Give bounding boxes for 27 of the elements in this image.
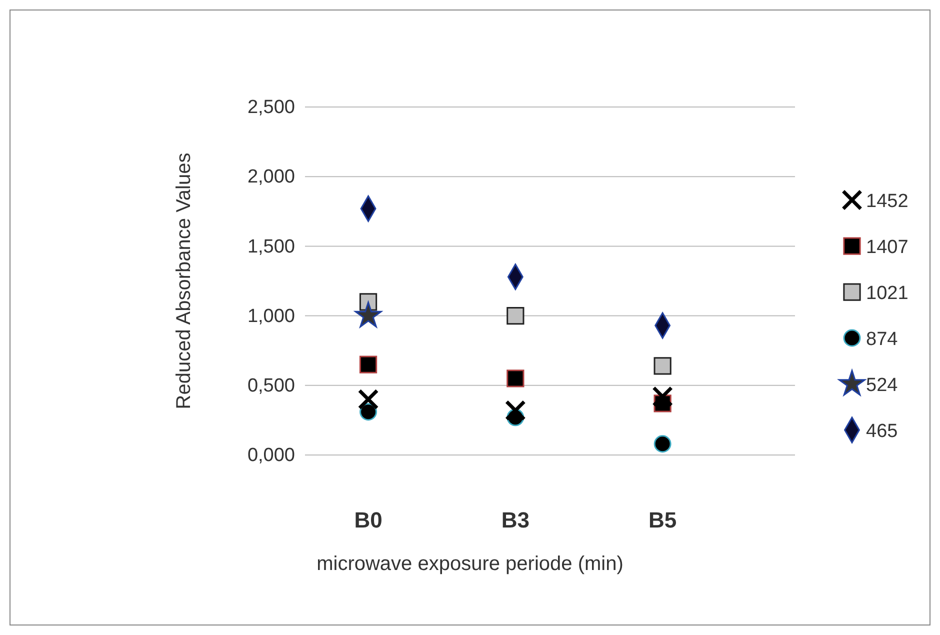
legend-label: 1021 [866,283,908,304]
point [506,370,524,388]
legend-label: 1452 [866,191,908,212]
point [504,400,526,421]
y-tick-label: 2,000 [247,166,295,188]
point [652,386,674,407]
x-tick-label: B0 [354,508,382,533]
y-tick-label: 1,000 [247,306,295,327]
y-tick-label: 0,000 [247,445,295,466]
point [506,306,524,325]
legend-label: 874 [866,329,898,350]
x-tick-label: B5 [648,508,677,533]
y-tick-label: 0,500 [247,375,295,396]
legend-label: 1407 [866,237,908,258]
point [358,388,379,410]
point [360,403,377,421]
y-tick-label: 1,500 [247,236,295,258]
x-tick-label: B3 [501,508,530,533]
point [654,357,672,375]
point [359,356,378,374]
point [354,302,382,328]
y-tick-label: 2,500 [247,97,295,118]
legend-label: 465 [866,421,898,442]
legend-label: 524 [866,375,898,396]
y-axis-title: Reduced Absorbance Values [173,152,195,410]
point [654,435,672,453]
x-axis-title: microwave exposure periode (min) [316,553,624,575]
